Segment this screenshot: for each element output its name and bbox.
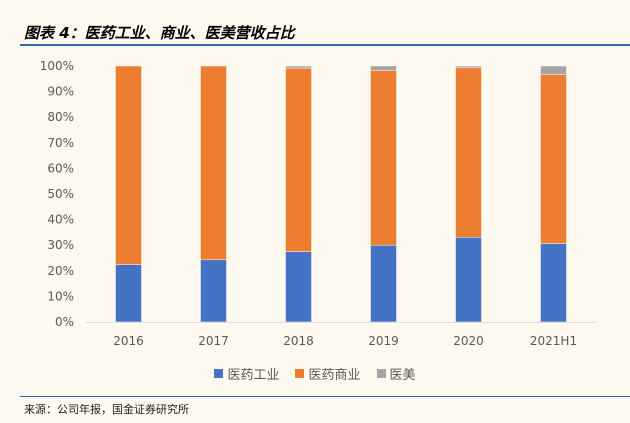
title-divider xyxy=(20,44,630,46)
y-tick-label: 50% xyxy=(47,187,74,201)
y-tick-label: 10% xyxy=(47,289,74,303)
legend-item: 医药商业 xyxy=(295,364,361,383)
bar-segment-pharma-commerce xyxy=(115,65,142,265)
legend-label: 医美 xyxy=(389,368,416,383)
bar-segment-medical-aesthetics xyxy=(370,65,397,71)
x-tick-label: 2021H1 xyxy=(530,334,577,348)
bar-segment-pharma-commerce xyxy=(540,74,567,244)
legend-item: 医药工业 xyxy=(214,364,279,383)
source-note: 来源：公司年报，国金证券研究所 xyxy=(24,403,189,416)
legend-swatch xyxy=(214,369,224,378)
bar-segment-pharma-commerce xyxy=(455,67,482,238)
y-tick-label: 90% xyxy=(47,85,74,99)
legend-swatch xyxy=(295,369,305,378)
bar-segment-pharma-commerce xyxy=(285,67,312,252)
x-tick-label: 2016 xyxy=(113,334,144,348)
bar-segment-medical-aesthetics xyxy=(285,65,312,69)
bar-segment-pharma-industry xyxy=(115,264,142,323)
legend: 医药工业 医药商业 医美 xyxy=(0,364,630,383)
y-tick-label: 30% xyxy=(47,238,74,252)
bar-segment-pharma-industry xyxy=(455,237,482,323)
x-tick-label: 2017 xyxy=(198,334,229,348)
y-tick-label: 40% xyxy=(47,213,74,227)
y-tick-label: 20% xyxy=(47,264,74,278)
footer-divider xyxy=(20,396,630,397)
legend-label: 医药工业 xyxy=(227,368,280,383)
y-tick-label: 80% xyxy=(47,110,74,124)
bar-segment-pharma-industry xyxy=(370,244,397,323)
y-tick-label: 0% xyxy=(55,315,74,329)
legend-swatch xyxy=(376,369,386,378)
bar-segment-medical-aesthetics xyxy=(540,65,567,75)
y-tick-label: 60% xyxy=(47,161,74,175)
x-tick-label: 2019 xyxy=(368,334,399,348)
x-tick-label: 2020 xyxy=(453,334,484,348)
bar-segment-pharma-industry xyxy=(285,251,312,323)
bar-segment-pharma-industry xyxy=(200,259,227,323)
x-tick-label: 2018 xyxy=(283,334,314,348)
bar-segment-pharma-industry xyxy=(540,243,567,323)
bar-segment-medical-aesthetics xyxy=(455,65,482,69)
bar-segment-pharma-commerce xyxy=(370,70,397,246)
legend-item: 医美 xyxy=(376,364,416,383)
chart-title: 图表 4：医药工业、商业、医美营收占比 xyxy=(24,24,295,42)
bar-segment-pharma-commerce xyxy=(200,65,227,261)
y-tick-label: 100% xyxy=(40,59,74,73)
y-tick-label: 70% xyxy=(47,136,74,150)
legend-label: 医药商业 xyxy=(308,368,361,383)
